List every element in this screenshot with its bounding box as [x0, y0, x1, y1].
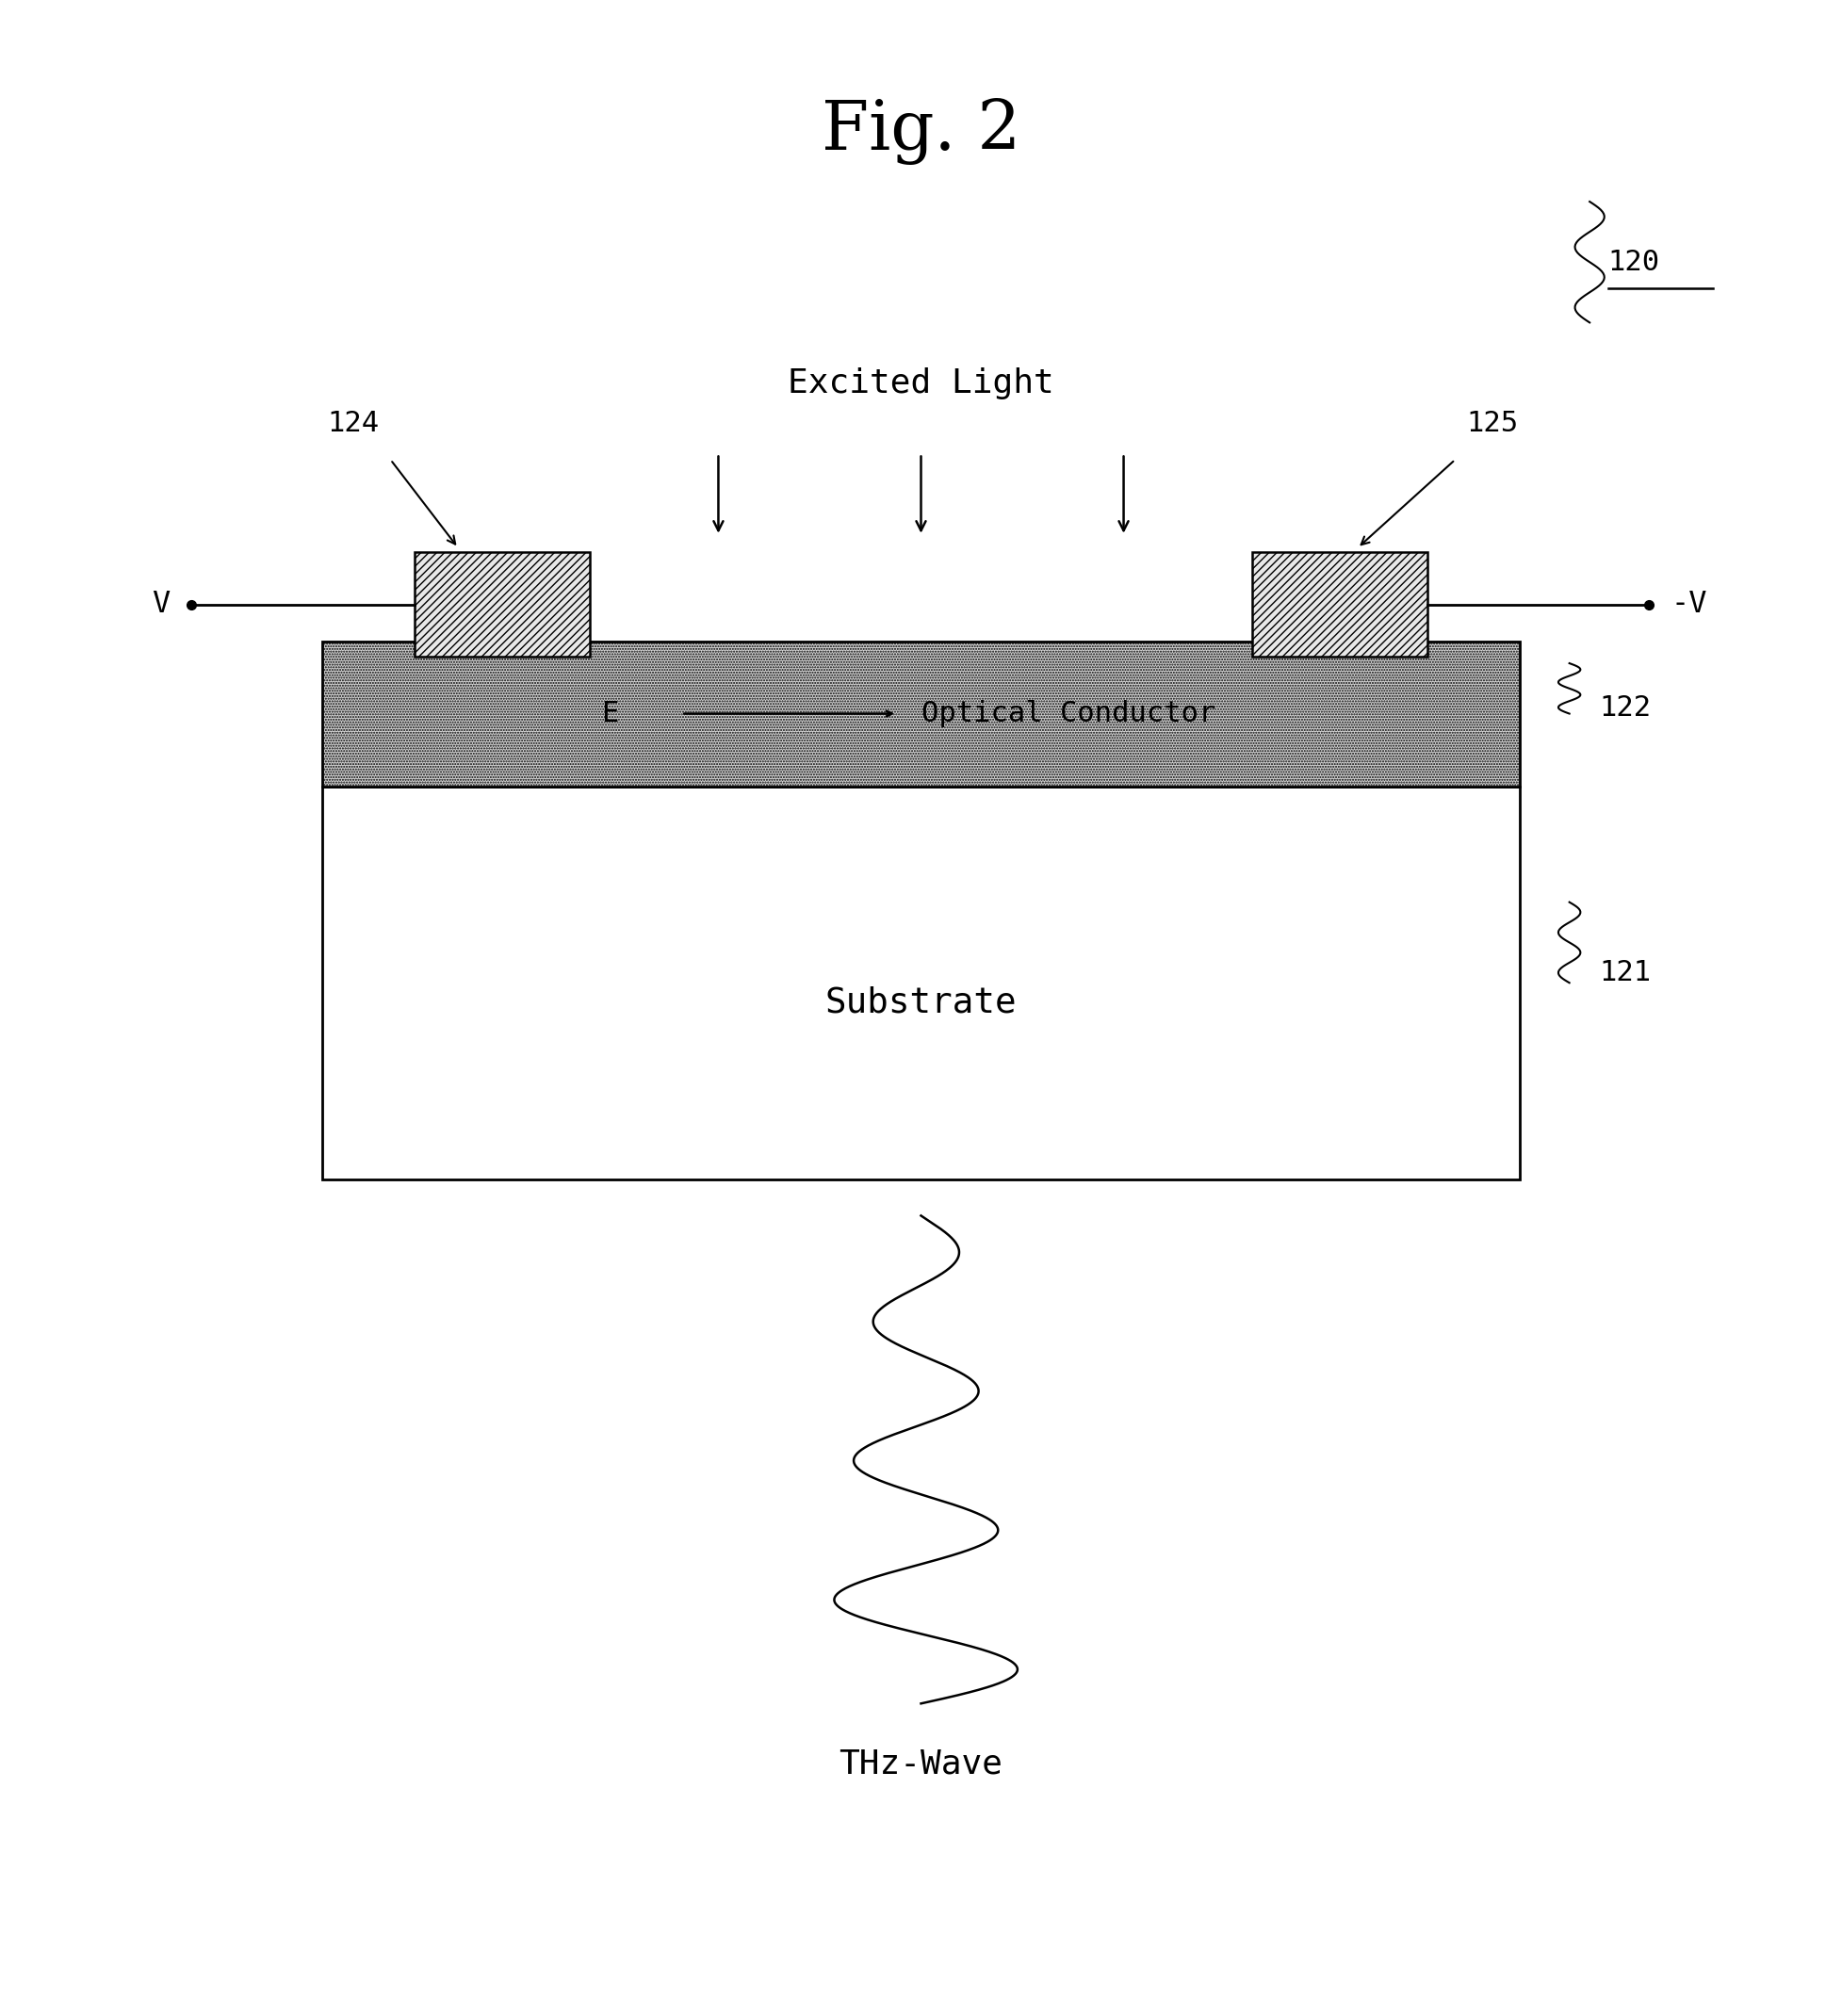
Bar — [1253, 552, 1428, 657]
Text: 122: 122 — [1599, 694, 1650, 722]
Text: Substrate: Substrate — [825, 986, 1017, 1020]
Text: Fig. 2: Fig. 2 — [822, 97, 1020, 165]
Text: 121: 121 — [1599, 960, 1650, 986]
Text: 120: 120 — [1608, 248, 1660, 276]
Text: -V: -V — [1671, 591, 1708, 619]
Text: 125: 125 — [1466, 409, 1518, 437]
Text: Optical Conductor: Optical Conductor — [921, 700, 1216, 728]
Text: THz-Wave: THz-Wave — [838, 1748, 1004, 1780]
Text: V: V — [151, 591, 169, 619]
Bar — [414, 552, 589, 657]
Text: E: E — [600, 700, 619, 728]
Bar — [322, 641, 1520, 786]
Bar — [322, 786, 1520, 1179]
Text: Excited Light: Excited Light — [788, 367, 1054, 399]
Text: 124: 124 — [328, 409, 379, 437]
